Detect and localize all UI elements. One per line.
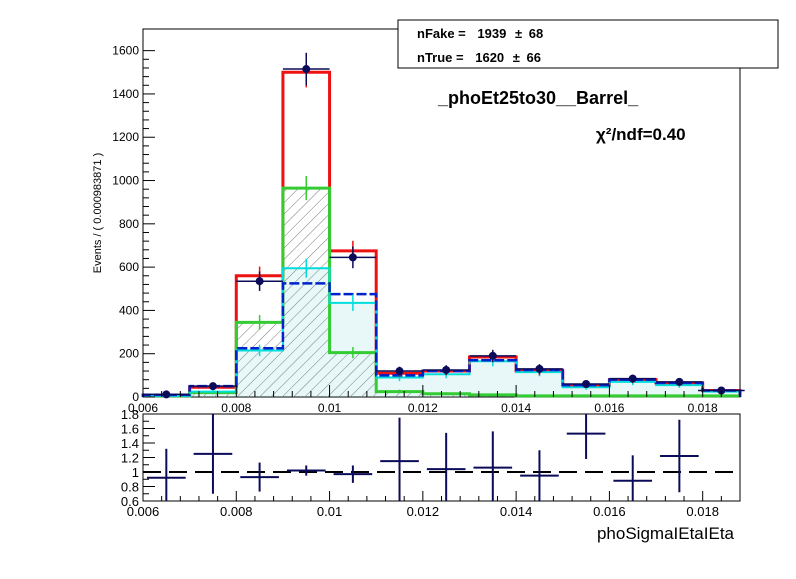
y-tick-label: 1400 (112, 87, 139, 101)
data-point (675, 377, 684, 386)
fake-hatch-bin (189, 392, 237, 397)
y-tick-label: 0 (132, 390, 139, 404)
data-point (162, 390, 171, 399)
ratio-x-tick-label: 0.014 (500, 504, 533, 519)
data-point (302, 65, 311, 74)
y-tick-label: 800 (119, 217, 139, 231)
ratio-y-tick-label: 1.8 (121, 407, 139, 422)
nfake-pm: ± (515, 26, 522, 41)
fake-hatch-bin (236, 322, 283, 397)
ratio-y-tick-label: 0.6 (121, 494, 139, 509)
x-tick-label: 0.008 (221, 401, 251, 415)
y-tick-label: 1600 (112, 44, 139, 58)
ratio-y-tick-label: 1.2 (121, 451, 139, 466)
ratio-x-tick-label: 0.01 (317, 504, 342, 519)
data-point (488, 351, 497, 360)
ntrue-label: nTrue = (417, 50, 464, 65)
true-fill-bin (609, 381, 657, 397)
ratio-x-tick-label: 0.012 (407, 504, 440, 519)
legend-frame (397, 19, 779, 69)
data-point (348, 253, 357, 262)
fit-results-box: nFake = 1939 ± 68 nTrue = 1620 ± 66 (397, 19, 779, 69)
nfake-value: 1939 (477, 26, 506, 41)
main-frame (142, 28, 741, 398)
ratio-x-tick-label: 0.018 (686, 504, 719, 519)
data-point (582, 380, 591, 389)
x-tick-label: 0.018 (688, 401, 718, 415)
fake-hatch-bin (282, 188, 330, 397)
main-plot-area: 0 200 400 600 800 1000 1200 1400 1600 0.006 0.008 0… (112, 44, 745, 415)
y-tick-label: 200 (119, 347, 139, 361)
x-tick-label: 0.014 (501, 401, 531, 415)
y-tick-label: 400 (119, 303, 139, 317)
x-axis-label: phoSigmaIEtaIEta (597, 524, 735, 543)
ntrue-entry: nTrue = 1620 ± 66 (417, 50, 541, 65)
plot-title: _phoEt25to30__Barrel_ (437, 88, 639, 108)
ntrue-error: 66 (527, 50, 541, 65)
data-point (442, 365, 451, 374)
fake-hatch-bin (329, 352, 377, 397)
ratio-y-tick-label: 1.4 (121, 436, 139, 451)
ratio-frame (142, 413, 741, 502)
chi2-ndf-label: χ²/ndf=0.40 (596, 125, 686, 144)
nfake-entry: nFake = 1939 ± 68 (417, 26, 543, 41)
true-fill-bin (282, 268, 330, 397)
true-fill-bin (236, 350, 283, 397)
true-fill-bin (562, 387, 610, 397)
ntrue-value: 1620 (475, 50, 504, 65)
fake-hatch-bin (422, 393, 470, 397)
ratio-y-tick-label: 1.6 (121, 422, 139, 437)
data-point (255, 277, 264, 286)
y-axis-label: Events / ( 0.000983871 ) (92, 153, 104, 273)
y-tick-label: 600 (119, 260, 139, 274)
data-point (395, 367, 404, 376)
data-point (535, 364, 544, 373)
data-point (717, 386, 726, 395)
nfake-label: nFake = (417, 26, 466, 41)
ratio-plot-area: 0.60.811.21.41.61.8 0.006 0.008 0.01 0.012 0.… (121, 407, 741, 519)
x-tick-label: 0.006 (128, 401, 158, 415)
x-tick-label: 0.012 (408, 401, 438, 415)
ratio-y-tick-label: 0.8 (121, 480, 139, 495)
nfake-error: 68 (529, 26, 543, 41)
data-point (628, 374, 637, 383)
ratio-x-tick-label: 0.016 (593, 504, 626, 519)
x-tick-label: 0.016 (594, 401, 624, 415)
y-tick-label: 1200 (112, 130, 139, 144)
ntrue-pm: ± (513, 50, 520, 65)
data-point (208, 382, 217, 391)
ratio-x-tick-label: 0.008 (220, 504, 253, 519)
fake-hatch-bin (376, 391, 423, 397)
true-fill-bin (656, 385, 703, 397)
x-tick-label: 0.01 (318, 401, 342, 415)
ratio-x-tick-label: 0.006 (127, 504, 160, 519)
true-fill-bin (469, 361, 517, 397)
ratio-y-tick-label: 1 (132, 465, 139, 480)
true-fill-bin (422, 374, 470, 397)
y-tick-label: 1000 (112, 174, 139, 188)
